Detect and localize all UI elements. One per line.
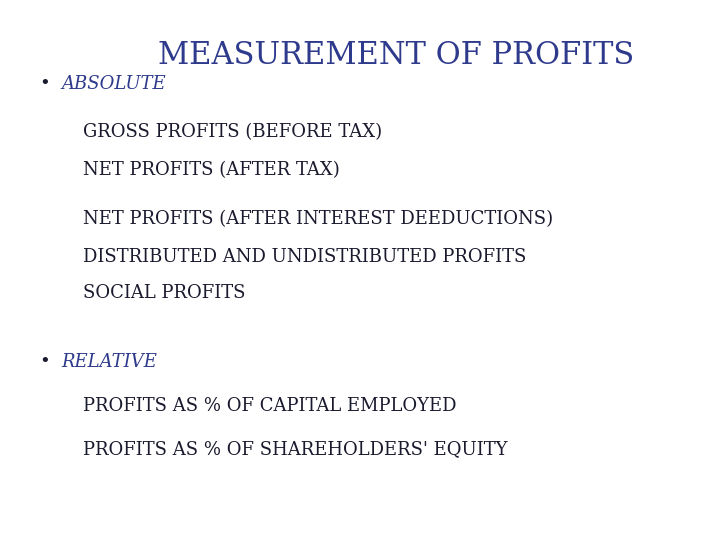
Text: PROFITS AS % OF CAPITAL EMPLOYED: PROFITS AS % OF CAPITAL EMPLOYED [83, 397, 456, 415]
Text: SOCIAL PROFITS: SOCIAL PROFITS [83, 284, 246, 302]
Text: ABSOLUTE: ABSOLUTE [61, 75, 166, 93]
Text: DISTRIBUTED AND UNDISTRIBUTED PROFITS: DISTRIBUTED AND UNDISTRIBUTED PROFITS [83, 247, 526, 266]
Text: PROFITS AS % OF SHAREHOLDERS' EQUITY: PROFITS AS % OF SHAREHOLDERS' EQUITY [83, 440, 508, 458]
Text: NET PROFITS (AFTER TAX): NET PROFITS (AFTER TAX) [83, 161, 340, 179]
Text: RELATIVE: RELATIVE [61, 353, 157, 371]
Text: •: • [40, 75, 50, 93]
Text: NET PROFITS (AFTER INTEREST DEEDUCTIONS): NET PROFITS (AFTER INTEREST DEEDUCTIONS) [83, 210, 553, 228]
Text: GROSS PROFITS (BEFORE TAX): GROSS PROFITS (BEFORE TAX) [83, 123, 382, 141]
Text: •: • [40, 353, 50, 371]
Text: MEASUREMENT OF PROFITS: MEASUREMENT OF PROFITS [158, 40, 634, 71]
